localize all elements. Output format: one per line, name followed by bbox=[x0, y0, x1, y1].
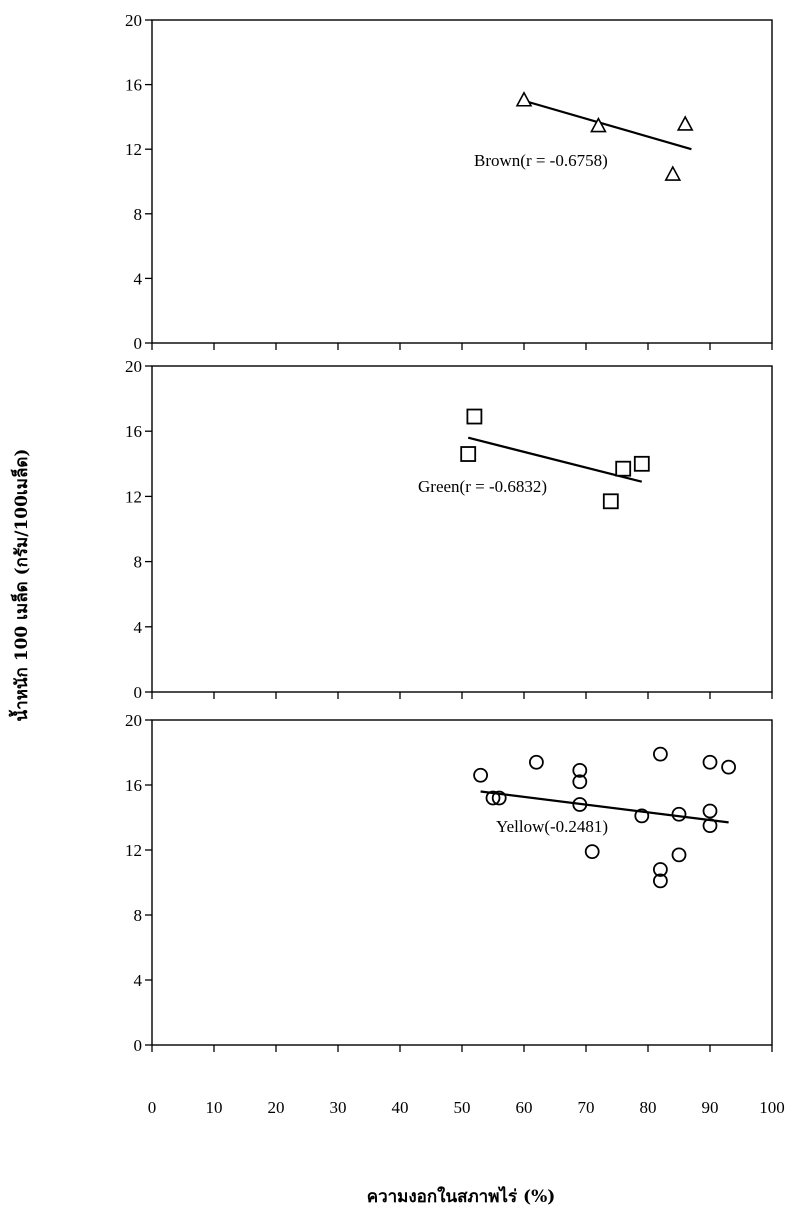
x-tick-label: 80 bbox=[640, 1098, 657, 1117]
data-point bbox=[653, 873, 668, 889]
y-tick-label: 0 bbox=[134, 683, 143, 702]
data-point bbox=[572, 774, 588, 790]
y-tick-label: 0 bbox=[134, 1036, 143, 1055]
data-point bbox=[473, 767, 489, 783]
y-tick-label: 16 bbox=[125, 76, 142, 95]
data-point bbox=[615, 460, 632, 477]
y-tick-label: 20 bbox=[125, 711, 142, 730]
x-tick-label: 50 bbox=[454, 1098, 471, 1117]
series-annotation: Brown(r = -0.6758) bbox=[474, 151, 608, 170]
data-point bbox=[572, 797, 588, 812]
x-tick-label: 90 bbox=[702, 1098, 719, 1117]
data-point bbox=[460, 446, 477, 462]
x-tick-label: 30 bbox=[330, 1098, 347, 1117]
data-point bbox=[676, 115, 694, 131]
x-tick-label: 100 bbox=[759, 1098, 785, 1117]
data-point bbox=[590, 116, 607, 133]
x-tick-labels: 0 10 20 30 40 50 60 70 80 90 100 bbox=[148, 1098, 785, 1117]
plot-frame bbox=[151, 365, 773, 693]
data-point bbox=[664, 165, 682, 181]
panel-green: 0 4 8 12 16 20 Green(r = -0.6832) bbox=[125, 357, 773, 702]
data-point bbox=[721, 759, 736, 775]
y-tick-label: 20 bbox=[125, 11, 142, 30]
data-point bbox=[671, 806, 687, 822]
trend-line bbox=[523, 99, 692, 151]
y-tick-label: 4 bbox=[134, 971, 143, 990]
x-tick-label: 40 bbox=[392, 1098, 409, 1117]
plot-frame bbox=[151, 19, 773, 344]
data-point bbox=[702, 754, 718, 770]
data-point bbox=[529, 754, 544, 770]
data-point bbox=[671, 847, 687, 863]
data-point bbox=[485, 790, 501, 806]
y-tick-label: 20 bbox=[125, 357, 142, 376]
x-axis-title: ความงอกในสภาพไร่ (%) bbox=[367, 1186, 556, 1207]
data-point bbox=[633, 455, 650, 472]
y-tick-label: 8 bbox=[134, 906, 143, 925]
chart-panels: 0 4 8 12 16 20 Brown(r = -0.6758) 0 4 8 12 16 20 Gree… bbox=[125, 11, 773, 1055]
data-point bbox=[491, 790, 507, 806]
data-point bbox=[653, 862, 668, 877]
x-tick-label: 70 bbox=[578, 1098, 595, 1117]
data-point bbox=[466, 408, 483, 425]
trend-line bbox=[467, 436, 643, 483]
y-axis-title: น้ำหนัก 100 เมล็ด (กรัม/100เมล็ด) bbox=[8, 449, 32, 722]
y-tick-label: 16 bbox=[125, 422, 142, 441]
panel-brown: 0 4 8 12 16 20 Brown(r = -0.6758) bbox=[125, 11, 773, 353]
plot-frame bbox=[151, 719, 773, 1046]
data-point bbox=[702, 803, 718, 819]
y-tick-label: 0 bbox=[134, 334, 143, 353]
data-point bbox=[572, 762, 588, 778]
data-point bbox=[602, 493, 619, 510]
y-tick-label: 12 bbox=[125, 140, 142, 159]
y-tick-label: 4 bbox=[134, 618, 143, 637]
data-point bbox=[584, 844, 600, 860]
y-tick-label: 8 bbox=[134, 205, 143, 224]
panel-yellow: 0 4 8 12 16 20 Yellow(-0.2481) bbox=[125, 711, 773, 1055]
data-point bbox=[634, 808, 650, 824]
x-tick-label: 20 bbox=[268, 1098, 285, 1117]
data-point bbox=[653, 746, 668, 762]
series-annotation: Yellow(-0.2481) bbox=[496, 817, 608, 836]
y-tick-label: 16 bbox=[125, 776, 142, 795]
data-point bbox=[515, 91, 533, 107]
y-tick-label: 4 bbox=[134, 269, 143, 288]
x-tick-label: 10 bbox=[206, 1098, 223, 1117]
y-tick-label: 12 bbox=[125, 841, 142, 860]
data-point bbox=[702, 818, 718, 834]
series-annotation: Green(r = -0.6832) bbox=[418, 477, 547, 496]
y-tick-label: 12 bbox=[125, 487, 142, 506]
x-tick-label: 0 bbox=[148, 1098, 157, 1117]
x-tick-label: 60 bbox=[516, 1098, 533, 1117]
y-tick-label: 8 bbox=[134, 553, 143, 572]
trend-line bbox=[480, 790, 729, 824]
